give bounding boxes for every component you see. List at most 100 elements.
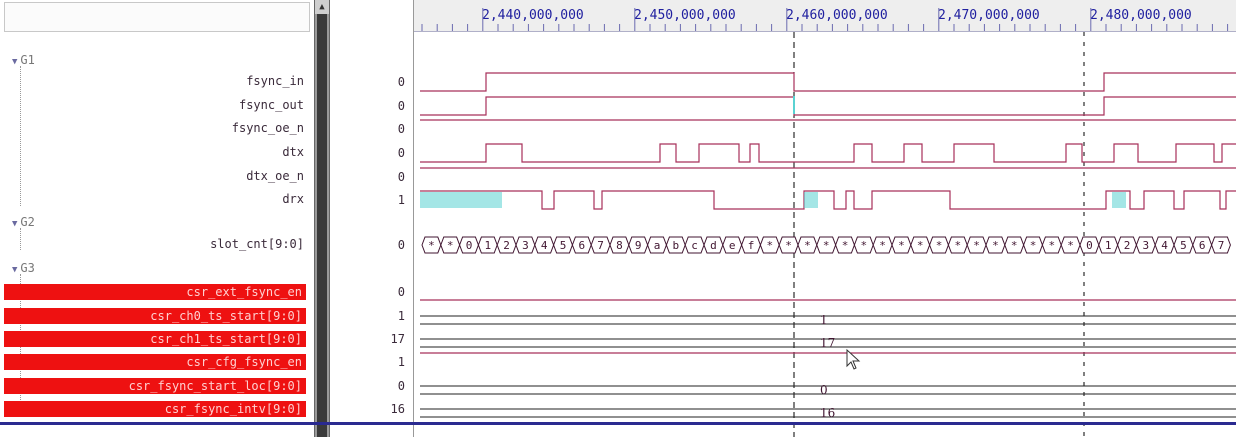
bus-label-slot-cnt: *: [936, 239, 943, 252]
ruler-label-2460: 2,460,000,000: [786, 8, 888, 23]
bus-label-slot-cnt: 1: [1105, 239, 1112, 252]
signal-name-csr-cfg-fsync-en[interactable]: csr_cfg_fsync_en: [4, 354, 306, 370]
expand-triangle-icon[interactable]: ▼: [12, 219, 18, 229]
ruler-label-2470: 2,470,000,000: [938, 8, 1040, 23]
signal-name-dtx[interactable]: dtx: [282, 145, 304, 159]
ruler-label-2440: 2,440,000,000: [482, 8, 584, 23]
bus-label-slot-cnt: b: [672, 239, 679, 252]
signal-name-fsync-in[interactable]: fsync_in: [246, 74, 304, 88]
bus-label-slot-cnt: a: [654, 239, 661, 252]
tree-line-g1: [20, 66, 21, 206]
bus-label-slot-cnt: *: [879, 239, 886, 252]
bus-csr-fsync-start-loc-label: 0: [820, 383, 828, 397]
value-fsync-out: 0: [397, 99, 405, 113]
signal-name-fsync-out[interactable]: fsync_out: [238, 98, 304, 112]
group-g1[interactable]: ▼ G1: [12, 53, 35, 67]
bus-label-slot-cnt: 4: [541, 239, 548, 252]
signal-name-dtx-oe-n[interactable]: dtx_oe_n: [246, 169, 304, 183]
bus-label-slot-cnt: c: [691, 239, 698, 252]
ruler-ticks: [421, 8, 1229, 31]
bus-label-slot-cnt: 9: [635, 239, 642, 252]
expand-triangle-icon[interactable]: ▼: [12, 265, 18, 275]
bus-label-slot-cnt: 2: [503, 239, 510, 252]
bus-label-slot-cnt: *: [766, 239, 773, 252]
value-csr-cfg-fsync-en: 1: [397, 355, 405, 369]
time-ruler[interactable]: 2,440,000,000 2,450,000,000 2,460,000,00…: [414, 0, 1236, 32]
signal-name-csr-ext-fsync-en[interactable]: csr_ext_fsync_en: [4, 284, 306, 300]
bus-label-slot-cnt: *: [973, 239, 980, 252]
group-g3[interactable]: ▼ G3: [12, 261, 35, 275]
signal-name-csr-fsync-intv[interactable]: csr_fsync_intv[9:0]: [4, 401, 306, 417]
signal-name-csr-fsync-start-loc[interactable]: csr_fsync_start_loc[9:0]: [4, 378, 306, 394]
bus-label-slot-cnt: 0: [466, 239, 473, 252]
bus-label-slot-cnt: 0: [1086, 239, 1093, 252]
glitch-hatch: [420, 192, 502, 208]
value-csr-fsync-intv: 16: [390, 402, 405, 416]
bus-label-slot-cnt: *: [1067, 239, 1074, 252]
bus-label-slot-cnt: *: [917, 239, 924, 252]
glitch-hatch: [1112, 192, 1126, 208]
bus-label-slot-cnt: 7: [1218, 239, 1225, 252]
signal-pane-header: [4, 2, 310, 32]
bus-label-slot-cnt: *: [992, 239, 999, 252]
bus-label-slot-cnt: *: [842, 239, 849, 252]
bus-csr-ch1-ts-start-label: 17: [820, 336, 835, 350]
bus-label-slot-cnt: *: [804, 239, 811, 252]
bus-label-slot-cnt: 2: [1124, 239, 1131, 252]
bus-csr-fsync-intv-label: 16: [820, 406, 835, 420]
group-g2[interactable]: ▼ G2: [12, 215, 35, 229]
bus-label-slot-cnt: *: [898, 239, 905, 252]
mouse-pointer-icon: [846, 348, 861, 370]
waveform-pane[interactable]: 2,440,000,000 2,450,000,000 2,460,000,00…: [414, 0, 1236, 437]
waveform-canvas[interactable]: * * 0 1 2 3 4 5 6 7 8 9 a b c d e f * * * * * * * * * * * * * * * * * 0 1 2 3 4…: [414, 0, 1236, 437]
bottom-status-line: [0, 422, 1236, 425]
value-csr-ext-fsync-en: 0: [397, 285, 405, 299]
bus-label-slot-cnt: *: [1048, 239, 1055, 252]
bus-label-slot-cnt: e: [729, 239, 736, 252]
bus-segment-slot-cnt: [1211, 236, 1231, 254]
cursor-lines[interactable]: [793, 32, 1085, 437]
value-pane: 0 0 0 0 0 1 0 0 1 17 1 0 16: [330, 0, 414, 437]
bus-label-slot-cnt: 6: [1199, 239, 1206, 252]
bus-label-slot-cnt: 5: [560, 239, 567, 252]
bus-label-slot-cnt: 3: [1142, 239, 1149, 252]
value-fsync-oe-n: 0: [397, 122, 405, 136]
digital-waves: [420, 72, 1236, 210]
bus-label-slot-cnt: *: [785, 239, 792, 252]
bus-label-slot-cnt: 6: [578, 239, 585, 252]
signal-name-csr-ch0-ts-start[interactable]: csr_ch0_ts_start[9:0]: [4, 308, 306, 324]
scroll-up-arrow-icon[interactable]: ▲: [315, 0, 329, 14]
bus-label-slot-cnt: 5: [1180, 239, 1187, 252]
bus-label-slot-cnt: 1: [484, 239, 491, 252]
bus-label-slot-cnt: 3: [522, 239, 529, 252]
bus-csr-ch0-ts-start-label: 1: [820, 313, 828, 327]
wave-drx: [420, 190, 1236, 210]
value-csr-ch0-ts-start: 1: [397, 309, 405, 323]
signal-name-drx[interactable]: drx: [282, 192, 304, 206]
bus-label-slot-cnt: *: [1030, 239, 1037, 252]
pane-splitter-scrollbar[interactable]: ▲: [314, 0, 330, 437]
wave-fsync-in: [420, 72, 1236, 92]
value-csr-fsync-start-loc: 0: [397, 379, 405, 393]
bus-label-slot-cnt: f: [748, 239, 755, 252]
signal-name-csr-ch1-ts-start[interactable]: csr_ch1_ts_start[9:0]: [4, 331, 306, 347]
value-dtx-oe-n: 0: [397, 170, 405, 184]
scrollbar-thumb[interactable]: [317, 0, 327, 437]
bus-waves: * * 0 1 2 3 4 5 6 7 8 9 a b c d e f * * * * * * * * * * * * * * * * * 0 1 2 3 4…: [420, 236, 1236, 420]
ruler-label-2480: 2,480,000,000: [1090, 8, 1192, 23]
signal-name-slot-cnt[interactable]: slot_cnt[9:0]: [210, 237, 304, 251]
bus-label-slot-cnt: d: [710, 239, 717, 252]
glitch-hatch: [804, 192, 818, 208]
value-slot-cnt: 0: [397, 238, 405, 252]
bus-label-slot-cnt: *: [860, 239, 867, 252]
bus-label-slot-cnt: *: [1011, 239, 1018, 252]
value-fsync-in: 0: [397, 75, 405, 89]
bus-label-slot-cnt: *: [823, 239, 830, 252]
bus-label-slot-cnt: *: [447, 239, 454, 252]
bus-label-slot-cnt: *: [954, 239, 961, 252]
expand-triangle-icon[interactable]: ▼: [12, 57, 18, 67]
bus-label-slot-cnt: *: [428, 239, 435, 252]
signal-name-fsync-oe-n[interactable]: fsync_oe_n: [231, 121, 304, 135]
value-drx: 1: [397, 193, 405, 207]
bus-label-slot-cnt: 8: [616, 239, 623, 252]
